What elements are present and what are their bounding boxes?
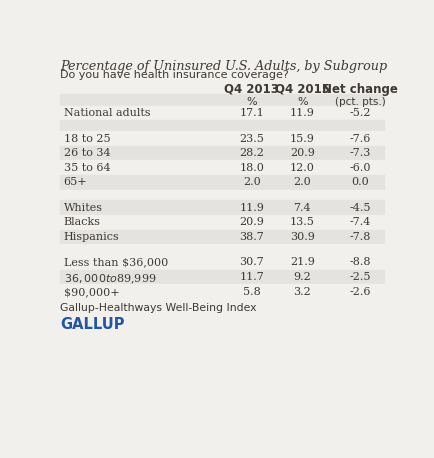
Text: 0.0: 0.0 (352, 177, 369, 187)
Bar (60, 94, 385, 106)
Text: (pct. pts.): (pct. pts.) (335, 97, 386, 107)
Text: -7.4: -7.4 (350, 218, 371, 228)
Bar (60, 131, 385, 146)
Text: Gallup-Healthways Well-Being Index: Gallup-Healthways Well-Being Index (60, 303, 257, 313)
Text: 38.7: 38.7 (240, 232, 264, 242)
Text: 20.9: 20.9 (240, 218, 264, 228)
Text: 7.4: 7.4 (293, 203, 311, 213)
Text: -2.6: -2.6 (350, 287, 371, 297)
Text: 30.7: 30.7 (240, 257, 264, 267)
Text: %: % (247, 97, 257, 107)
Text: 11.9: 11.9 (290, 108, 315, 118)
Text: 18 to 25: 18 to 25 (63, 133, 110, 143)
Text: -7.6: -7.6 (350, 133, 371, 143)
Text: -7.8: -7.8 (350, 232, 371, 242)
Text: 65+: 65+ (63, 177, 87, 187)
Bar (60, 120, 385, 131)
Text: 18.0: 18.0 (240, 163, 264, 173)
Text: Hispanics: Hispanics (63, 232, 119, 242)
Bar (60, 201, 385, 215)
Text: $90,000+: $90,000+ (63, 287, 119, 297)
Text: 26 to 34: 26 to 34 (63, 148, 110, 158)
Bar (60, 80, 385, 94)
Text: 5.8: 5.8 (243, 287, 261, 297)
Text: -7.3: -7.3 (350, 148, 371, 158)
Text: 12.0: 12.0 (290, 163, 315, 173)
Bar (60, 255, 385, 270)
Text: 11.7: 11.7 (240, 272, 264, 282)
Text: 11.9: 11.9 (240, 203, 264, 213)
Text: 35 to 64: 35 to 64 (63, 163, 110, 173)
Text: Blacks: Blacks (63, 218, 101, 228)
Text: Less than $36,000: Less than $36,000 (63, 257, 168, 267)
Text: Net change: Net change (322, 83, 398, 96)
Text: GALLUP: GALLUP (60, 317, 125, 332)
Text: -8.8: -8.8 (350, 257, 371, 267)
Text: 2.0: 2.0 (243, 177, 261, 187)
Text: 30.9: 30.9 (290, 232, 315, 242)
Text: 13.5: 13.5 (290, 218, 315, 228)
Bar (60, 106, 385, 120)
Text: 21.9: 21.9 (290, 257, 315, 267)
Text: 20.9: 20.9 (290, 148, 315, 158)
Bar (60, 146, 385, 160)
Text: Do you have health insurance coverage?: Do you have health insurance coverage? (60, 70, 289, 80)
Text: 15.9: 15.9 (290, 133, 315, 143)
Text: -2.5: -2.5 (350, 272, 371, 282)
Text: $36,000 to $89,999: $36,000 to $89,999 (63, 272, 156, 286)
Text: 3.2: 3.2 (293, 287, 311, 297)
Text: Q4 2013: Q4 2013 (224, 83, 279, 96)
Text: 28.2: 28.2 (240, 148, 264, 158)
Text: Whites: Whites (63, 203, 102, 213)
Bar (60, 284, 385, 299)
Text: -4.5: -4.5 (350, 203, 371, 213)
Text: -5.2: -5.2 (350, 108, 371, 118)
Text: %: % (297, 97, 308, 107)
Text: Percentage of Uninsured U.S. Adults, by Subgroup: Percentage of Uninsured U.S. Adults, by … (60, 60, 388, 72)
Bar (60, 160, 385, 175)
Text: National adults: National adults (63, 108, 150, 118)
Bar (60, 230, 385, 245)
Bar (60, 245, 385, 255)
Text: 9.2: 9.2 (293, 272, 311, 282)
Bar (60, 175, 385, 190)
Text: Q4 2015: Q4 2015 (275, 83, 330, 96)
Text: 23.5: 23.5 (240, 133, 264, 143)
Text: 17.1: 17.1 (240, 108, 264, 118)
Bar (60, 215, 385, 230)
Bar (60, 190, 385, 201)
Text: -6.0: -6.0 (350, 163, 371, 173)
Bar (60, 270, 385, 284)
Text: 2.0: 2.0 (293, 177, 311, 187)
